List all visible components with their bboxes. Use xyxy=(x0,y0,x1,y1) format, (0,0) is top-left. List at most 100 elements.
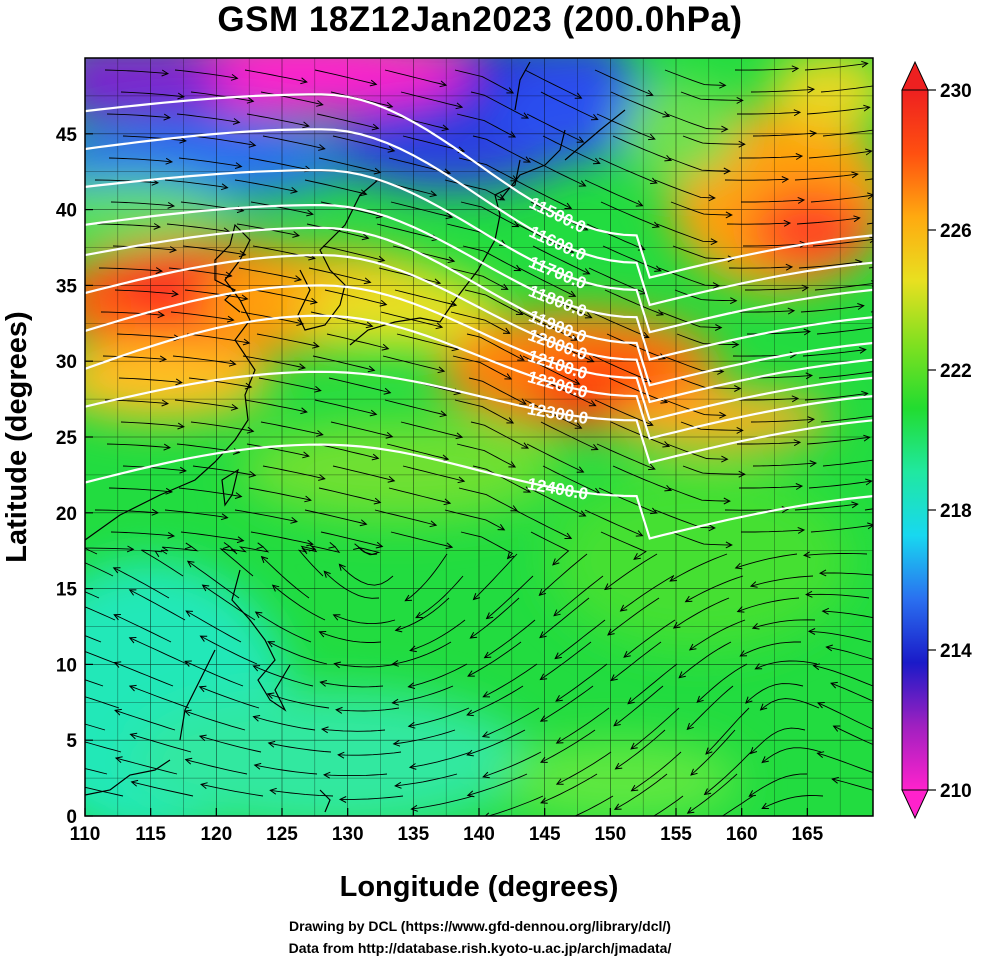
streamline xyxy=(185,759,248,775)
streamline-arrow xyxy=(455,432,464,440)
colorbar-min-arrow xyxy=(901,789,929,820)
streamline-arrow xyxy=(875,368,881,374)
streamline-arrow xyxy=(154,550,163,558)
streamline xyxy=(538,377,596,407)
streamline xyxy=(316,113,379,129)
height-contour xyxy=(85,169,873,334)
streamline-arrow xyxy=(797,196,806,204)
streamline-arrow xyxy=(201,584,210,592)
streamline xyxy=(514,179,572,209)
streamline xyxy=(410,619,466,651)
streamline-arrow xyxy=(540,797,548,804)
streamline xyxy=(254,289,317,303)
streamline xyxy=(96,223,160,228)
streamline-arrow xyxy=(308,544,317,552)
streamline-arrow xyxy=(43,665,50,671)
streamline-arrow xyxy=(322,771,331,779)
colorbar: 230 226 222 218 214 210 xyxy=(901,60,972,820)
streamline-arrow xyxy=(627,697,635,705)
streamline-arrow xyxy=(721,455,729,463)
streamline xyxy=(242,355,305,369)
streamline-arrow xyxy=(937,189,944,195)
streamline-arrow xyxy=(703,788,712,796)
streamline xyxy=(114,709,176,731)
streamline xyxy=(604,289,664,316)
streamline-arrow xyxy=(578,510,587,517)
streamline-arrow xyxy=(650,507,658,515)
streamline-arrow xyxy=(508,461,517,468)
streamline-arrow xyxy=(572,378,581,385)
streamline xyxy=(584,509,643,537)
streamline-arrow xyxy=(851,171,859,179)
streamline-arrow xyxy=(739,650,748,657)
streamline xyxy=(390,201,453,218)
streamline-arrow xyxy=(734,385,742,392)
streamline xyxy=(466,333,525,361)
streamline-arrow xyxy=(481,731,490,738)
streamline-arrow xyxy=(662,111,671,118)
streamline xyxy=(190,421,254,432)
streamline xyxy=(393,729,456,745)
streamline xyxy=(539,597,590,638)
streamline xyxy=(118,377,182,384)
streamline-arrow xyxy=(200,782,208,789)
streamline xyxy=(85,741,122,753)
streamline-arrow xyxy=(238,250,247,258)
streamline-arrow xyxy=(801,284,810,292)
streamline xyxy=(596,113,655,140)
streamline xyxy=(750,727,806,754)
streamline xyxy=(467,685,524,716)
streamline-arrow xyxy=(714,324,723,331)
height-contour xyxy=(85,226,873,387)
streamline xyxy=(460,201,519,227)
streamline xyxy=(666,113,728,130)
streamline-arrow xyxy=(793,109,802,117)
streamline-arrow xyxy=(319,680,328,687)
streamline-arrow xyxy=(865,148,873,156)
streamline-arrow xyxy=(169,246,178,253)
streamline xyxy=(454,69,514,94)
streamline-arrow xyxy=(745,696,753,704)
streamline-arrow xyxy=(781,176,790,183)
streamline-arrow xyxy=(879,126,885,132)
streamline-arrow xyxy=(672,621,681,629)
streamline xyxy=(804,392,868,401)
streamline xyxy=(664,399,726,416)
streamline-arrow xyxy=(129,732,138,740)
streamline xyxy=(761,747,822,763)
streamline xyxy=(392,685,454,704)
streamline-arrow xyxy=(656,309,665,316)
colorbar-tick-label: 226 xyxy=(940,221,972,242)
streamline xyxy=(301,545,341,555)
streamline xyxy=(201,783,264,797)
streamline xyxy=(598,487,657,514)
streamline xyxy=(522,355,580,385)
streamline-arrow xyxy=(658,353,667,360)
streamline-arrow xyxy=(469,631,478,639)
streamline-arrow xyxy=(517,354,525,361)
streamline xyxy=(85,562,114,577)
streamline xyxy=(743,243,806,247)
streamline xyxy=(180,531,244,542)
streamline xyxy=(832,778,873,791)
streamline-arrow xyxy=(385,102,394,109)
streamline-arrow xyxy=(338,563,346,571)
streamline xyxy=(122,135,186,142)
streamline xyxy=(444,509,505,531)
streamline xyxy=(115,757,178,775)
colorbar-tick-label: 214 xyxy=(940,641,972,662)
streamline xyxy=(314,69,377,85)
streamline-arrow xyxy=(584,312,593,319)
streamline-arrow xyxy=(500,283,509,290)
streamline xyxy=(680,421,743,431)
streamline-arrow xyxy=(712,282,721,290)
streamline-arrow xyxy=(789,351,798,359)
x-tick-label: 145 xyxy=(529,824,561,845)
streamline xyxy=(739,485,803,489)
streamline xyxy=(333,614,396,625)
streamline xyxy=(322,728,386,732)
credit-drawing: Drawing by DCL (https://www.gfd-dennou.o… xyxy=(289,918,671,934)
streamline xyxy=(467,729,526,756)
streamline xyxy=(553,575,604,617)
streamline-arrow xyxy=(857,303,865,310)
